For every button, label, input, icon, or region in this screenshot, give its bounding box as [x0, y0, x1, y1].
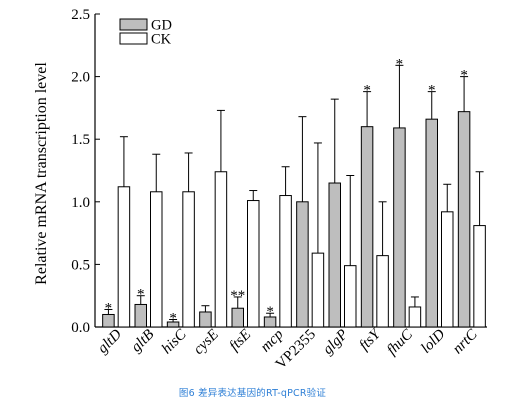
bar-ck	[311, 252, 325, 328]
legend-swatch-gd	[119, 18, 148, 31]
x-tick-label: lolD	[418, 326, 448, 356]
legend-label-gd: GD	[151, 18, 172, 34]
bar-gd	[231, 307, 244, 328]
significance-marker: **	[230, 288, 245, 304]
bar-ck	[441, 211, 454, 328]
bar-gd	[425, 118, 438, 328]
bar-ck	[376, 255, 389, 328]
bar-gd	[360, 126, 374, 328]
significance-marker: *	[396, 56, 404, 72]
significance-marker: *	[428, 83, 436, 99]
bar-gd	[134, 303, 147, 328]
significance-marker: *	[266, 304, 274, 320]
bar-gd	[328, 182, 341, 328]
bar-ck	[279, 195, 292, 328]
legend-label-ck: CK	[151, 32, 172, 48]
bar-ck	[150, 191, 163, 328]
y-tick-label: 1.5	[71, 132, 90, 148]
bar-gd	[199, 311, 212, 328]
x-tick-label: ftsE	[227, 327, 255, 355]
significance-marker: *	[137, 287, 145, 303]
bar-ck	[117, 186, 131, 328]
bar-ck	[473, 225, 486, 328]
y-tick-label: 0.0	[71, 320, 90, 336]
y-tick-label: 1.0	[71, 195, 90, 211]
y-tick-label: 2.0	[71, 70, 90, 86]
significance-marker: *	[105, 300, 113, 316]
x-tick-label: hisC	[159, 326, 190, 357]
bar-gd	[457, 111, 471, 328]
x-tick-label: ftsY	[356, 325, 384, 353]
figure-caption: 图6 差异表达基因的RT-qPCR验证	[178, 388, 327, 399]
y-axis-label: Relative mRNA transcription level	[33, 62, 50, 285]
significance-marker: *	[169, 310, 177, 326]
x-tick-label: gltD	[95, 326, 125, 356]
significance-marker: *	[363, 83, 371, 99]
bar-ck	[182, 191, 195, 328]
bar-gd	[296, 201, 309, 328]
legend-swatch-ck	[119, 32, 148, 45]
x-tick-label: fhuC	[384, 326, 417, 359]
x-tick-label: cysE	[191, 327, 222, 358]
bar-ck	[214, 171, 228, 328]
y-tick-label: 0.5	[71, 257, 90, 273]
bar-ck	[344, 265, 357, 328]
bar-ck	[247, 200, 260, 328]
x-tick-label: glgP	[320, 327, 351, 358]
bar-gd	[393, 127, 406, 328]
y-tick-label: 2.5	[71, 7, 90, 23]
bar-ck	[408, 306, 422, 328]
significance-marker: *	[460, 68, 468, 84]
x-tick-label: nrtC	[450, 326, 481, 357]
x-tick-label: gltB	[128, 327, 157, 356]
